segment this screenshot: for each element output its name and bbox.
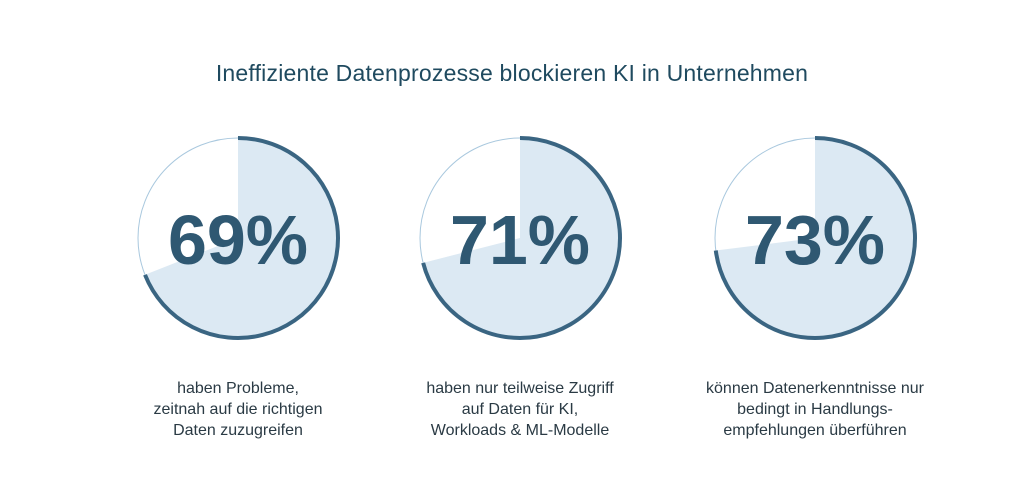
caption-line: empfehlungen überführen xyxy=(723,422,907,439)
caption-line: haben nur teilweise Zugriff xyxy=(426,380,614,397)
donut-chart-2: 71% xyxy=(419,136,622,340)
donut-chart-3: 73% xyxy=(713,136,917,340)
caption-line: auf Daten für KI, xyxy=(461,401,579,418)
caption-line: Daten zuzugreifen xyxy=(173,422,303,439)
percentage-wedge xyxy=(715,138,916,338)
caption-line: können Datenerkenntnisse nur xyxy=(706,380,924,397)
percentage-wedge xyxy=(145,138,338,338)
caption-line: Workloads & ML-Modelle xyxy=(430,422,610,439)
caption-line: bedingt in Handlungs- xyxy=(737,401,893,418)
percentage-label: 73% xyxy=(745,201,885,279)
donut-chart-1: 69% xyxy=(137,136,340,340)
percentage-arc xyxy=(421,136,622,340)
chart-title: Ineffiziente Datenprozesse blockieren KI… xyxy=(215,60,809,86)
percentage-label: 71% xyxy=(450,201,590,279)
caption-line: zeitnah auf die richtigen xyxy=(153,401,323,418)
stat-caption-2: haben nur teilweise Zugriff auf Daten fü… xyxy=(370,378,670,441)
stat-caption-1: haben Probleme, zeitnah auf die richtige… xyxy=(88,378,388,441)
percentage-label: 69% xyxy=(168,201,308,279)
caption-line: haben Probleme, xyxy=(177,380,299,397)
percentage-wedge xyxy=(423,138,620,338)
percentage-arc xyxy=(713,136,917,340)
stat-caption-3: können Datenerkenntnisse nur bedingt in … xyxy=(665,378,965,441)
percentage-arc xyxy=(143,136,340,340)
